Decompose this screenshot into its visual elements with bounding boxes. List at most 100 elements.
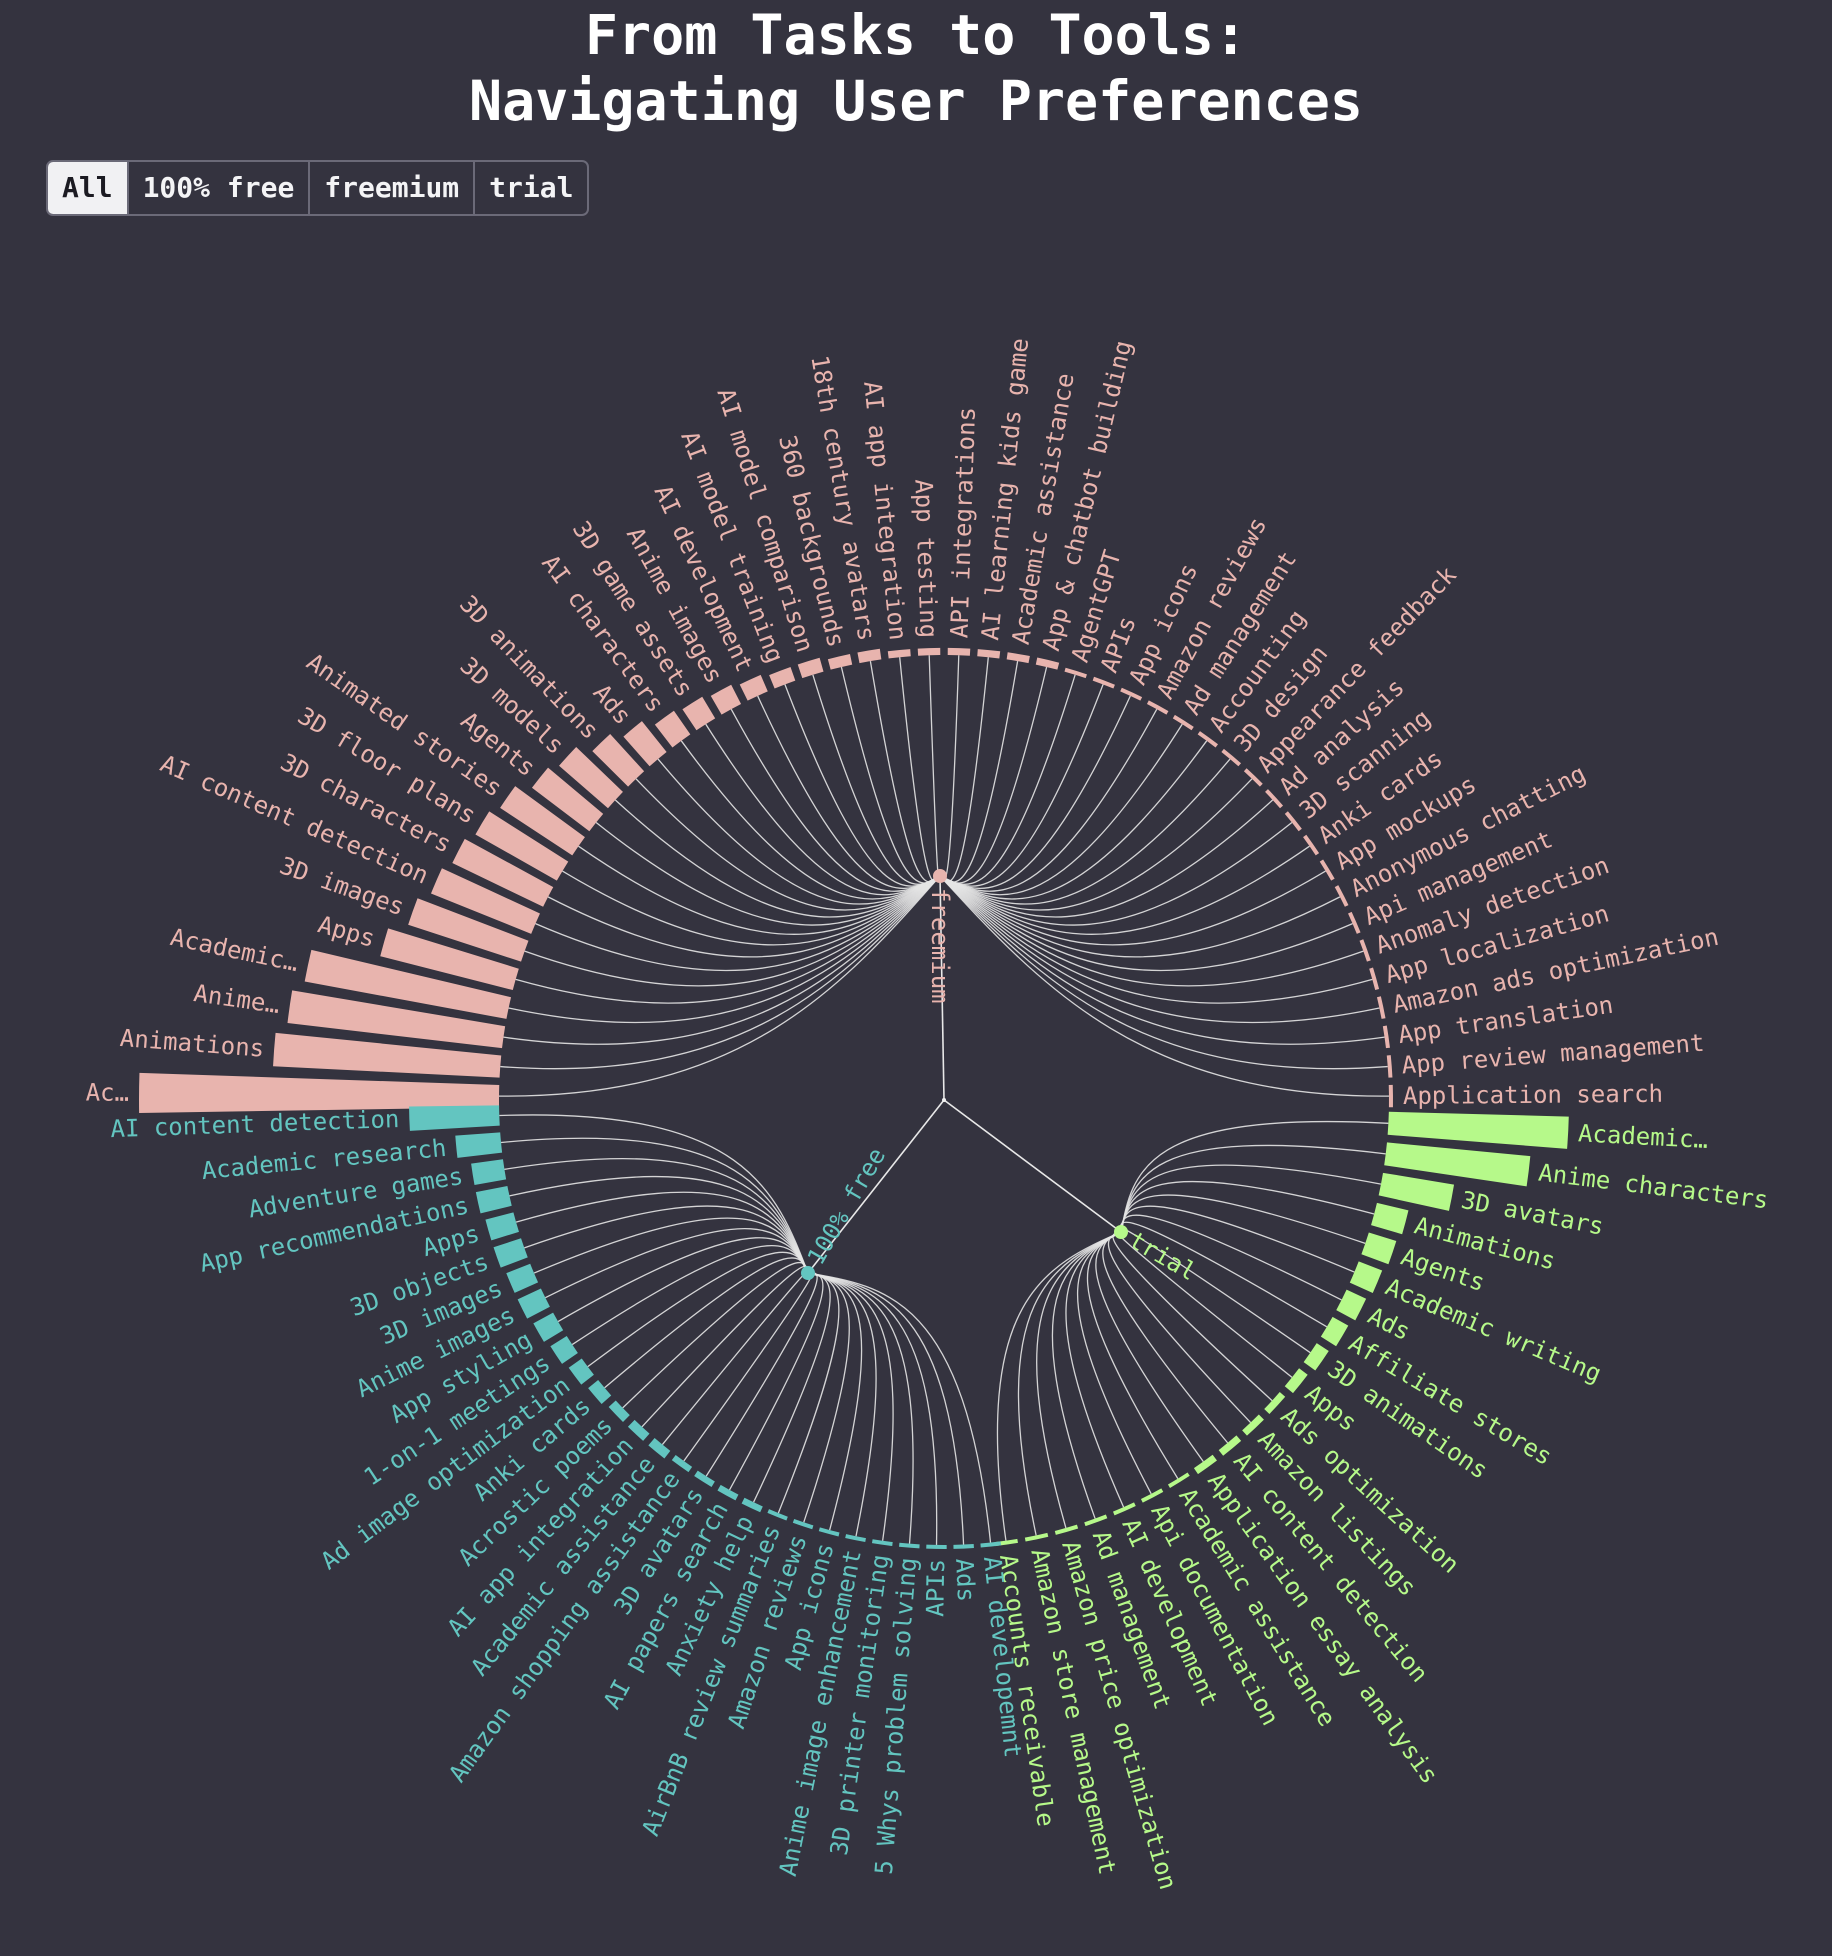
- bar-freemium-application-search[interactable]: [1388, 1084, 1394, 1108]
- bar-freemium-ai-model-comparison[interactable]: [797, 657, 824, 679]
- bar-freemium-3d-game-assets[interactable]: [682, 696, 716, 731]
- bar-trial-ads-optimization[interactable]: [1264, 1392, 1286, 1415]
- bar-trial-api-documentation[interactable]: [1140, 1488, 1164, 1503]
- bar-trial-amazon-listings[interactable]: [1242, 1414, 1264, 1436]
- bar-freemium-api-integrations[interactable]: [947, 647, 971, 656]
- bar-100-free-apps[interactable]: [485, 1212, 519, 1241]
- bar-freemium-3d-images[interactable]: [408, 898, 529, 962]
- bar-100-free-ai-papers-search[interactable]: [717, 1484, 739, 1501]
- bar-freemium-3d-models[interactable]: [559, 747, 623, 809]
- bar-freemium-3d-design[interactable]: [1221, 748, 1242, 767]
- bar-freemium-ac[interactable]: [139, 1072, 500, 1114]
- bar-freemium-app-review-management[interactable]: [1386, 1055, 1393, 1078]
- bar-freemium-3d-scanning[interactable]: [1284, 811, 1302, 832]
- bar-freemium-ai-learning-kids-game[interactable]: [977, 649, 1001, 659]
- bar-trial-academic-assistance[interactable]: [1167, 1472, 1190, 1488]
- bar-freemium-3d-characters[interactable]: [452, 838, 554, 907]
- hub-node-trial[interactable]: [1114, 1225, 1128, 1239]
- bar-freemium-anonymous-chatting[interactable]: [1334, 885, 1349, 907]
- bar-100-free-app-styling[interactable]: [533, 1312, 564, 1342]
- bar-trial-anime-characters[interactable]: [1384, 1142, 1531, 1187]
- bar-100-free-5-whys-problem-solving[interactable]: [899, 1542, 920, 1549]
- bar-100-free-anki-cards[interactable]: [588, 1379, 612, 1404]
- bar-100-free-ads[interactable]: [953, 1544, 974, 1549]
- bar-freemium-apis[interactable]: [1092, 676, 1115, 689]
- bar-trial-apps[interactable]: [1284, 1368, 1308, 1394]
- bar-freemium-app-icons[interactable]: [1120, 687, 1143, 701]
- bar-freemium-anki-cards[interactable]: [1303, 834, 1320, 856]
- filter-trial-button[interactable]: trial: [473, 162, 587, 214]
- bar-100-free-3d-avatars[interactable]: [694, 1470, 715, 1487]
- bar-100-free-anime-images[interactable]: [517, 1288, 550, 1319]
- bar-trial-agents[interactable]: [1361, 1232, 1397, 1265]
- bar-freemium-ai-content-detection[interactable]: [430, 868, 540, 934]
- bar-100-free-ai-content-detection[interactable]: [409, 1105, 500, 1131]
- bar-trial-amazon-store-management[interactable]: [1024, 1532, 1049, 1542]
- bar-freemium-anime-images[interactable]: [710, 684, 742, 715]
- filter-freemium-button[interactable]: freemium: [308, 162, 473, 214]
- bar-100-free-3d-printer-monitoring[interactable]: [871, 1539, 893, 1547]
- bar-freemium-360-backgrounds[interactable]: [827, 653, 853, 670]
- bar-trial-affiliate-stores[interactable]: [1320, 1316, 1349, 1347]
- bar-100-free-app-icons[interactable]: [818, 1527, 840, 1537]
- bar-freemium-animations[interactable]: [273, 1032, 502, 1078]
- bar-freemium-api-management[interactable]: [1348, 911, 1361, 934]
- bar-freemium-app-localization[interactable]: [1369, 967, 1380, 991]
- bar-freemium-ai-characters[interactable]: [654, 710, 691, 748]
- bar-trial-ai-development[interactable]: [1112, 1502, 1136, 1516]
- bar-100-free-airbnb-review-summaries[interactable]: [767, 1509, 788, 1521]
- bar-100-free-ad-image-optimization[interactable]: [568, 1358, 594, 1385]
- hub-node-freemium[interactable]: [933, 869, 947, 883]
- bar-100-free-ai-app-integration[interactable]: [627, 1419, 650, 1441]
- bar-trial-ai-content-detection[interactable]: [1218, 1435, 1242, 1456]
- bar-freemium-anime[interactable]: [287, 990, 506, 1049]
- bar-freemium-accounting[interactable]: [1197, 731, 1219, 748]
- bar-trial-academic[interactable]: [1387, 1111, 1569, 1149]
- bar-100-free-anxiety-help[interactable]: [741, 1497, 763, 1513]
- bar-100-free-3d-images[interactable]: [506, 1263, 539, 1293]
- bar-100-free-amazon-shopping-assistance[interactable]: [671, 1455, 693, 1473]
- bar-100-free-amazon-reviews[interactable]: [792, 1519, 814, 1530]
- bar-100-free-acrostic-poems[interactable]: [608, 1400, 630, 1422]
- bar-freemium-ai-model-training[interactable]: [769, 667, 796, 689]
- bar-freemium-app-chatbot-building[interactable]: [1035, 657, 1060, 670]
- bar-freemium-app-testing[interactable]: [917, 647, 941, 656]
- bar-trial-application-essay-analysis[interactable]: [1193, 1454, 1217, 1475]
- bar-trial-academic-writing[interactable]: [1349, 1261, 1383, 1293]
- bar-100-free-1-on-1-meetings[interactable]: [550, 1335, 578, 1364]
- bar-freemium-18th-century-avatars[interactable]: [857, 648, 882, 664]
- bar-100-free-app-recommendations[interactable]: [475, 1185, 512, 1214]
- bar-freemium-amazon-reviews[interactable]: [1146, 700, 1169, 715]
- bar-freemium-agents[interactable]: [531, 767, 604, 832]
- bar-trial-amazon-price-optimization[interactable]: [1054, 1524, 1079, 1535]
- bar-freemium-app-mockups[interactable]: [1319, 859, 1335, 881]
- bar-100-free-ai-developemnt[interactable]: [980, 1541, 1002, 1548]
- bar-freemium-agentgpt[interactable]: [1064, 667, 1087, 679]
- bar-100-free-apis[interactable]: [926, 1544, 947, 1549]
- bar-100-free-adventure-games[interactable]: [471, 1159, 507, 1186]
- bar-trial-ad-management[interactable]: [1084, 1514, 1108, 1527]
- bar-freemium-ads[interactable]: [623, 721, 667, 767]
- bar-freemium-app-translation[interactable]: [1382, 1025, 1390, 1049]
- bar-trial-3d-avatars[interactable]: [1378, 1172, 1455, 1211]
- hub-node-100-free[interactable]: [801, 1266, 815, 1280]
- bar-freemium-academic-assistance[interactable]: [1006, 652, 1030, 664]
- bar-freemium-ad-management[interactable]: [1172, 714, 1194, 731]
- bar-freemium-ai-development[interactable]: [739, 674, 768, 701]
- bar-100-free-anime-image-enhancement[interactable]: [845, 1534, 866, 1543]
- bar-freemium-ai-app-integration[interactable]: [887, 649, 911, 659]
- bar-freemium-academic[interactable]: [304, 949, 512, 1019]
- bar-trial-ads[interactable]: [1336, 1289, 1367, 1321]
- bar-trial-animations[interactable]: [1371, 1202, 1409, 1235]
- bar-freemium-apps[interactable]: [380, 928, 519, 991]
- bar-trial-3d-animations[interactable]: [1303, 1343, 1329, 1371]
- filter-100-free-button[interactable]: 100% free: [126, 162, 309, 214]
- bar-freemium-amazon-ads-optimization[interactable]: [1376, 996, 1386, 1019]
- bar-100-free-3d-objects[interactable]: [493, 1238, 528, 1268]
- bar-freemium-appearance-feedback[interactable]: [1243, 768, 1263, 787]
- bar-freemium-3d-animations[interactable]: [592, 733, 645, 787]
- bar-100-free-academic-research[interactable]: [455, 1132, 503, 1158]
- bar-100-free-academic-assistance[interactable]: [648, 1438, 671, 1459]
- bar-freemium-anomaly-detection[interactable]: [1359, 939, 1371, 962]
- bar-freemium-3d-floor-plans[interactable]: [475, 811, 569, 881]
